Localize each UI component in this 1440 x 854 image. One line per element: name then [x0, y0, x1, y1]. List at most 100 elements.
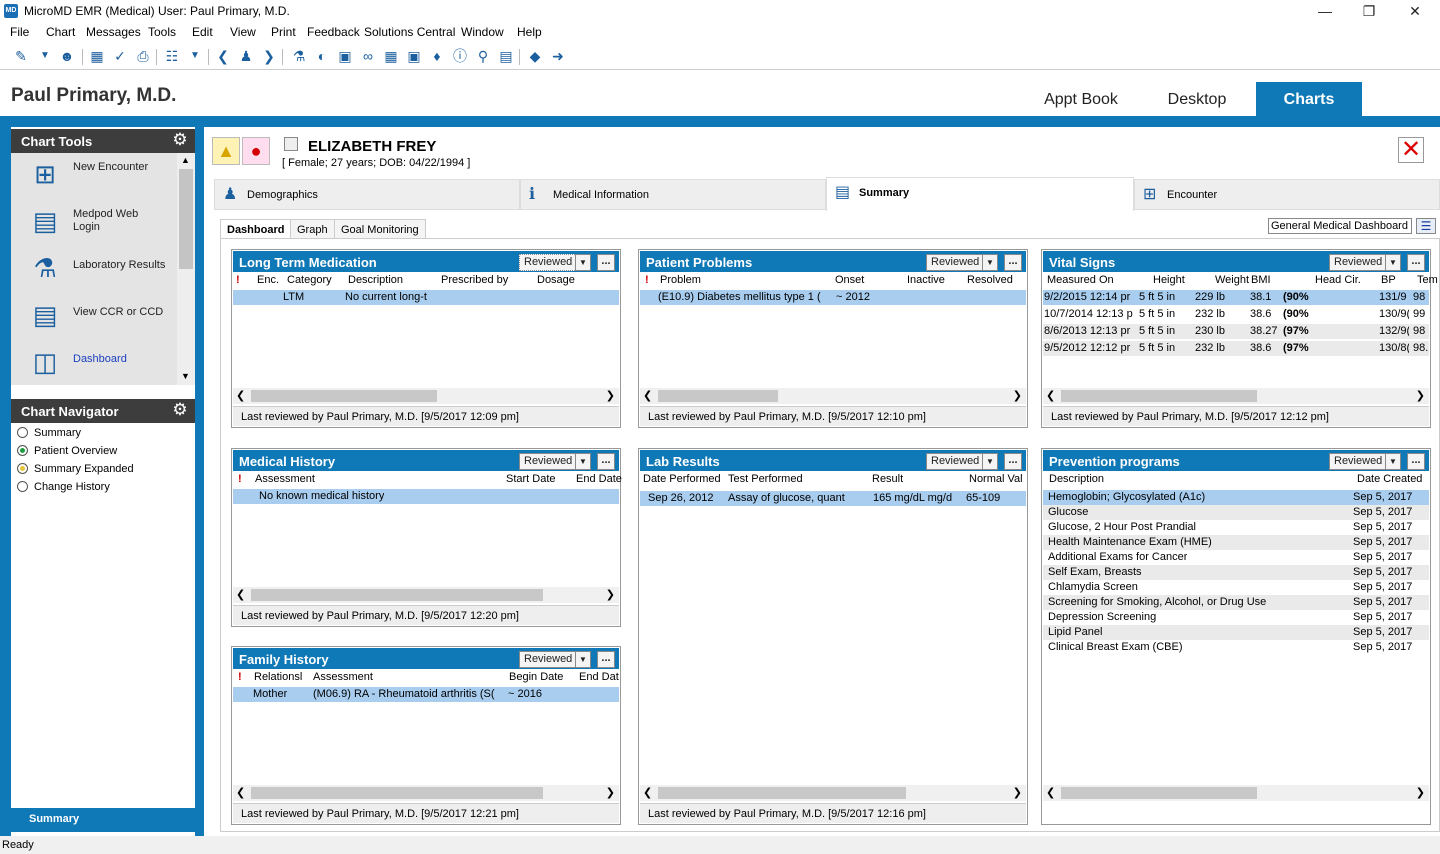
close-window-icon[interactable]: ✕ — [1409, 3, 1421, 19]
table-row[interactable]: Lipid Panel Sep 5, 2017 — [1043, 625, 1429, 640]
col-problem[interactable]: Problem — [660, 274, 701, 286]
scroll-thumb[interactable] — [658, 390, 778, 402]
scroll-right-icon[interactable]: ❯ — [605, 390, 615, 402]
scroll-left-icon[interactable]: ❮ — [643, 787, 653, 799]
horizontal-scrollbar[interactable]: ❮ ❯ — [1043, 785, 1429, 801]
close-chart-icon[interactable]: ✕ — [1398, 137, 1424, 163]
col-onset[interactable]: Onset — [835, 274, 865, 286]
navigator-footer[interactable]: Summary — [11, 808, 195, 832]
lab-icon[interactable]: ▣ — [338, 48, 352, 64]
col-description[interactable]: Description — [348, 274, 404, 286]
car-icon[interactable]: ◐ — [317, 48, 327, 64]
grid-icon[interactable]: ▦ — [384, 48, 398, 64]
reviewed-button[interactable]: Reviewed — [926, 254, 985, 271]
col-end-date[interactable]: End Dat — [579, 671, 619, 683]
col-inactive[interactable]: Inactive — [907, 274, 945, 286]
table-row[interactable]: (E10.9) Diabetes mellitus type 1 ( ~ 201… — [640, 290, 1026, 305]
dashboard-view-icon[interactable]: ☰ — [1416, 218, 1436, 234]
minimize-icon[interactable]: — — [1318, 3, 1332, 19]
col-relationship[interactable]: Relationsl — [254, 671, 303, 683]
bell-icon[interactable]: ▲ — [212, 137, 240, 165]
scroll-left-icon[interactable]: ❮ — [236, 589, 246, 601]
menu-chart[interactable]: Chart — [46, 25, 76, 39]
col-result[interactable]: Result — [872, 473, 904, 485]
print-icon[interactable]: ⎙ — [137, 48, 149, 64]
tool-medpod-login[interactable]: ▤ Medpod Web Login — [11, 200, 177, 247]
notes-icon[interactable] — [284, 137, 298, 151]
col-begin-date[interactable]: Begin Date — [509, 671, 564, 683]
scroll-thumb[interactable] — [251, 589, 543, 601]
table-row[interactable]: Depression Screening Sep 5, 2017 — [1043, 610, 1429, 625]
more-button[interactable]: ... — [597, 651, 615, 668]
form-icon[interactable]: ☷ — [165, 48, 179, 64]
col-dosage[interactable]: Dosage — [537, 274, 575, 286]
chevron-down-icon[interactable]: ▼ — [575, 453, 591, 470]
scroll-thumb[interactable] — [179, 169, 193, 269]
radio-icon[interactable] — [17, 463, 28, 474]
nav-summary-expanded[interactable]: Summary Expanded — [17, 461, 134, 477]
tab-medical-information[interactable]: ℹ Medical Information — [520, 179, 826, 210]
col-test-performed[interactable]: Test Performed — [728, 473, 803, 485]
table-row[interactable]: Glucose, 2 Hour Post Prandial Sep 5, 2017 — [1043, 520, 1429, 535]
scroll-left-icon[interactable]: ❮ — [1046, 787, 1056, 799]
info-icon[interactable]: ⓘ — [453, 48, 467, 64]
photo-icon[interactable]: ▣ — [407, 48, 421, 64]
tab-summary[interactable]: ▤ Summary — [826, 177, 1134, 211]
subtab-dashboard[interactable]: Dashboard — [220, 219, 292, 239]
nav-change-history[interactable]: Change History — [17, 479, 110, 495]
scroll-thumb[interactable] — [658, 787, 906, 799]
table-row[interactable]: No known medical history — [233, 489, 619, 504]
gear-icon[interactable]: ⚙ — [172, 400, 188, 419]
maximize-icon[interactable]: ❐ — [1362, 3, 1376, 19]
link-icon[interactable]: ∞ — [363, 48, 373, 64]
menu-view[interactable]: View — [230, 25, 256, 39]
menu-tools[interactable]: Tools — [148, 25, 177, 39]
scroll-right-icon[interactable]: ❯ — [1415, 787, 1425, 799]
scroll-right-icon[interactable]: ❯ — [605, 589, 615, 601]
more-button[interactable]: ... — [597, 254, 615, 271]
dropdown-arrow-icon[interactable]: ▼ — [190, 50, 200, 61]
table-row[interactable]: Hemoglobin; Glycosylated (A1c) Sep 5, 201… — [1043, 490, 1429, 505]
scroll-right-icon[interactable]: ❯ — [1012, 390, 1022, 402]
col-description[interactable]: Description — [1049, 473, 1105, 485]
open-chart-icon[interactable]: ✎ — [15, 48, 27, 64]
subtab-goal-monitoring[interactable]: Goal Monitoring — [334, 219, 426, 239]
horizontal-scrollbar[interactable]: ❮ ❯ — [1043, 388, 1429, 404]
horizontal-scrollbar[interactable]: ❮ ❯ — [233, 388, 619, 404]
chevron-down-icon[interactable]: ▼ — [982, 453, 998, 470]
table-row[interactable]: 9/5/2012 12:12 pr 5 ft 5 in 232 lb 38.6 … — [1043, 341, 1429, 356]
scroll-right-icon[interactable]: ❯ — [605, 787, 615, 799]
col-assessment[interactable]: Assessment — [255, 473, 315, 485]
col-prescribed-by[interactable]: Prescribed by — [441, 274, 509, 286]
menu-messages[interactable]: Messages — [86, 25, 141, 39]
nav-summary[interactable]: Summary — [17, 425, 81, 441]
scroll-right-icon[interactable]: ❯ — [1012, 787, 1022, 799]
reviewed-button[interactable]: Reviewed — [1329, 254, 1388, 271]
menu-solutions-central[interactable]: Solutions Central — [364, 25, 456, 39]
menu-edit[interactable]: Edit — [192, 25, 213, 39]
horizontal-scrollbar[interactable]: ❮ ❯ — [640, 785, 1026, 801]
search-doc-icon[interactable]: ⚲ — [477, 48, 489, 64]
col-enc[interactable]: Enc. — [257, 274, 280, 286]
alert-icon[interactable]: ● — [242, 137, 270, 165]
tools-scrollbar[interactable]: ▲ ▼ — [177, 153, 195, 385]
table-row[interactable]: 8/6/2013 12:13 pr 5 ft 5 in 230 lb 38.27… — [1043, 324, 1429, 339]
table-row[interactable]: 9/2/2015 12:14 pr 5 ft 5 in 229 lb 38.1 … — [1043, 290, 1429, 305]
scroll-down-icon[interactable]: ▼ — [181, 371, 190, 381]
dashboard-select[interactable]: General Medical Dashboard — [1268, 218, 1412, 234]
scroll-left-icon[interactable]: ❮ — [236, 787, 246, 799]
tab-appt-book[interactable]: Appt Book — [1044, 91, 1118, 108]
col-date-created[interactable]: Date Created — [1357, 473, 1423, 485]
scroll-up-icon[interactable]: ▲ — [181, 155, 190, 165]
reviewed-button[interactable]: Reviewed — [519, 254, 578, 271]
person-icon[interactable]: ♟ — [239, 48, 253, 64]
tool-dashboard[interactable]: ◫ Dashboard — [11, 341, 177, 388]
table-row[interactable]: Screening for Smoking, Alcohol, or Drug … — [1043, 595, 1429, 610]
col-assessment[interactable]: Assessment — [313, 671, 373, 683]
menu-print[interactable]: Print — [271, 25, 296, 39]
more-button[interactable]: ... — [1407, 453, 1425, 470]
scroll-thumb[interactable] — [1061, 787, 1257, 799]
table-row[interactable]: Chlamydia Screen Sep 5, 2017 — [1043, 580, 1429, 595]
col-weight[interactable]: Weight — [1215, 274, 1250, 286]
radio-icon[interactable] — [17, 427, 28, 438]
